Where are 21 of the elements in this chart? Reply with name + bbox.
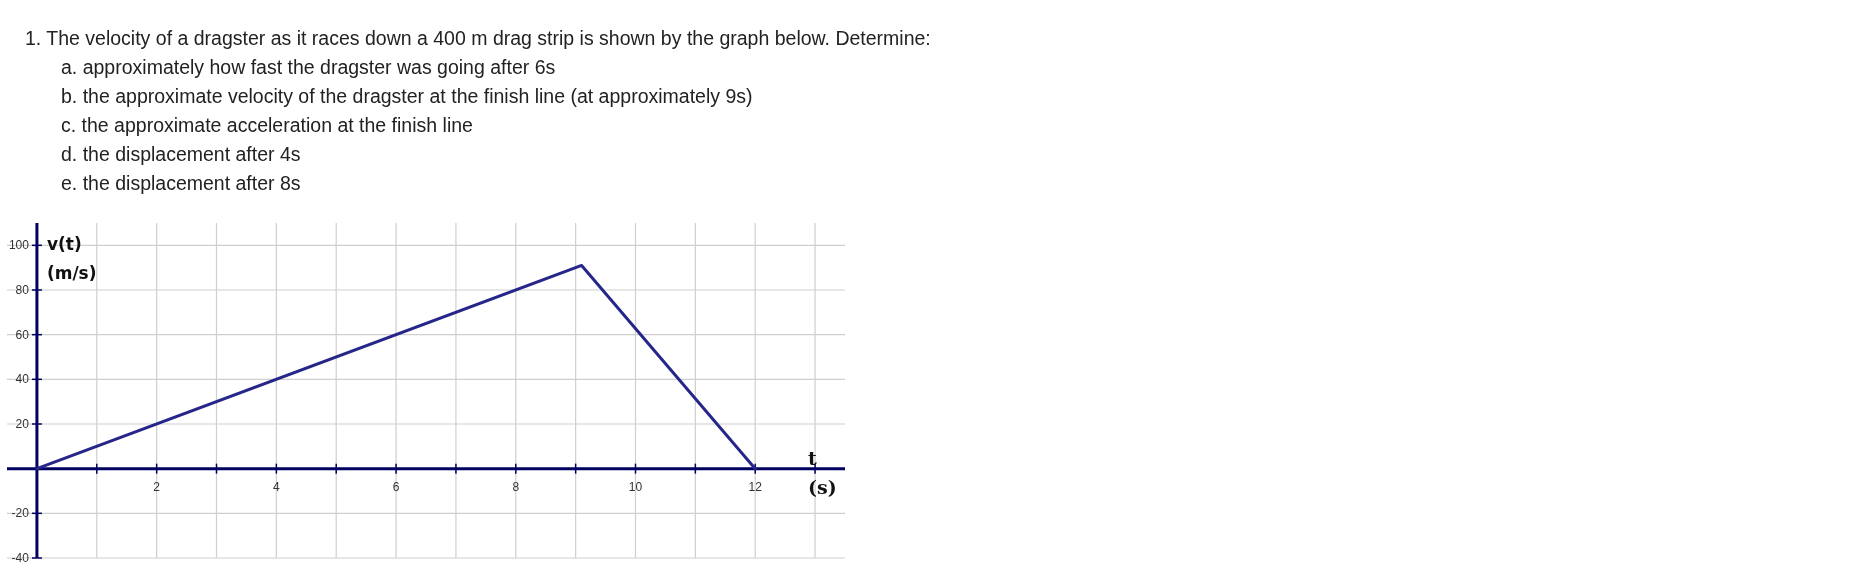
y-axis-title: v(t) (m/s) (46, 234, 97, 283)
y-tick-label: 80 (15, 283, 30, 297)
text: d. the displacement after 4s (61, 143, 301, 165)
x-tick-label: 8 (512, 479, 520, 494)
chart-title: 1. The velocity of a dragster as it races down a 400 m drag strip is shown by the graph below. Determine: (25, 27, 931, 49)
text: b. the approximate velocity of the dragster at the finish line (at approximately 9s) (61, 85, 753, 107)
x-tick-label: 10 (628, 479, 643, 494)
x-tick-label: 6 (392, 479, 400, 494)
y-tick-label: 60 (15, 327, 30, 342)
x-tick-label: 12 (748, 479, 763, 494)
text: e. the displacement after 8s (61, 172, 301, 194)
x-tick-label: 4 (273, 479, 281, 494)
y-tick-label: -40 (11, 551, 30, 565)
y-tick-label: 20 (15, 417, 30, 431)
x-tick-label: 2 (153, 479, 161, 494)
text: a. approximately how fast the dragster was going after 6s (61, 56, 556, 78)
y-tick-label: 100 (8, 238, 30, 253)
x-axis-title: t (s) (808, 446, 837, 498)
y-tick-label: -20 (11, 506, 30, 521)
y-tick-label: 40 (15, 372, 30, 387)
text: c. the approximate acceleration at the finish line (61, 114, 473, 136)
